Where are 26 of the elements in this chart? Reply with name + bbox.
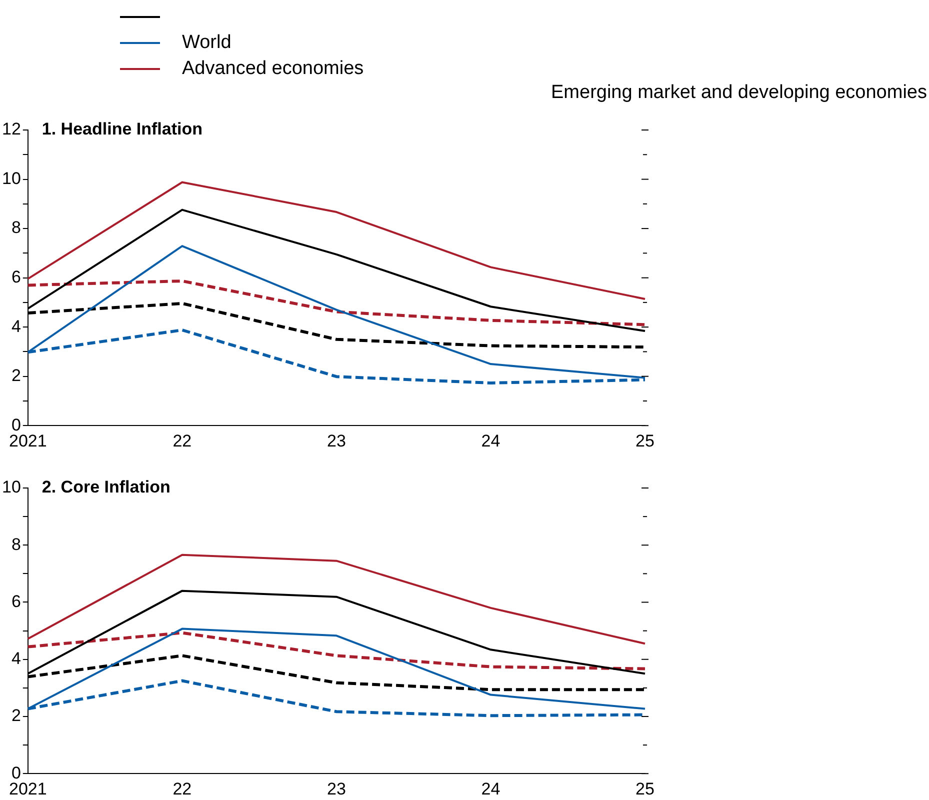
- y-tick-label: 10: [2, 478, 21, 497]
- x-tick-label: 23: [326, 431, 346, 450]
- x-tick-label: 24: [481, 779, 500, 798]
- y-tick-label: 6: [11, 592, 21, 611]
- line-series: [26, 280, 646, 326]
- x-tick-label: 22: [172, 431, 192, 450]
- y-tick-label: 6: [11, 267, 21, 286]
- y-tick-label: 2: [11, 706, 21, 726]
- y-tick-label: 2: [11, 366, 21, 386]
- text: Emerging market and developing economies: [551, 82, 927, 104]
- x-tick-label: 25: [636, 779, 654, 798]
- x-tick-label: 23: [326, 779, 346, 798]
- line-series: [26, 631, 646, 670]
- chart-title: 2. Core Inflation: [42, 478, 170, 497]
- y-tick-label: 8: [11, 534, 21, 554]
- legend-label: World: [182, 32, 232, 54]
- y-tick-label: 10: [2, 168, 21, 188]
- x-tick-label: 22: [172, 779, 192, 798]
- chart-title: 1. Headline Inflation: [42, 120, 203, 139]
- x-tick-label: 25: [636, 431, 654, 450]
- y-tick-label: 4: [11, 649, 21, 668]
- x-tick-label: 24: [481, 431, 500, 450]
- y-tick-label: 4: [11, 316, 21, 336]
- y-tick-label: 12: [2, 120, 21, 139]
- legend-label: Advanced economies: [182, 58, 364, 80]
- y-tick-label: 8: [11, 218, 21, 238]
